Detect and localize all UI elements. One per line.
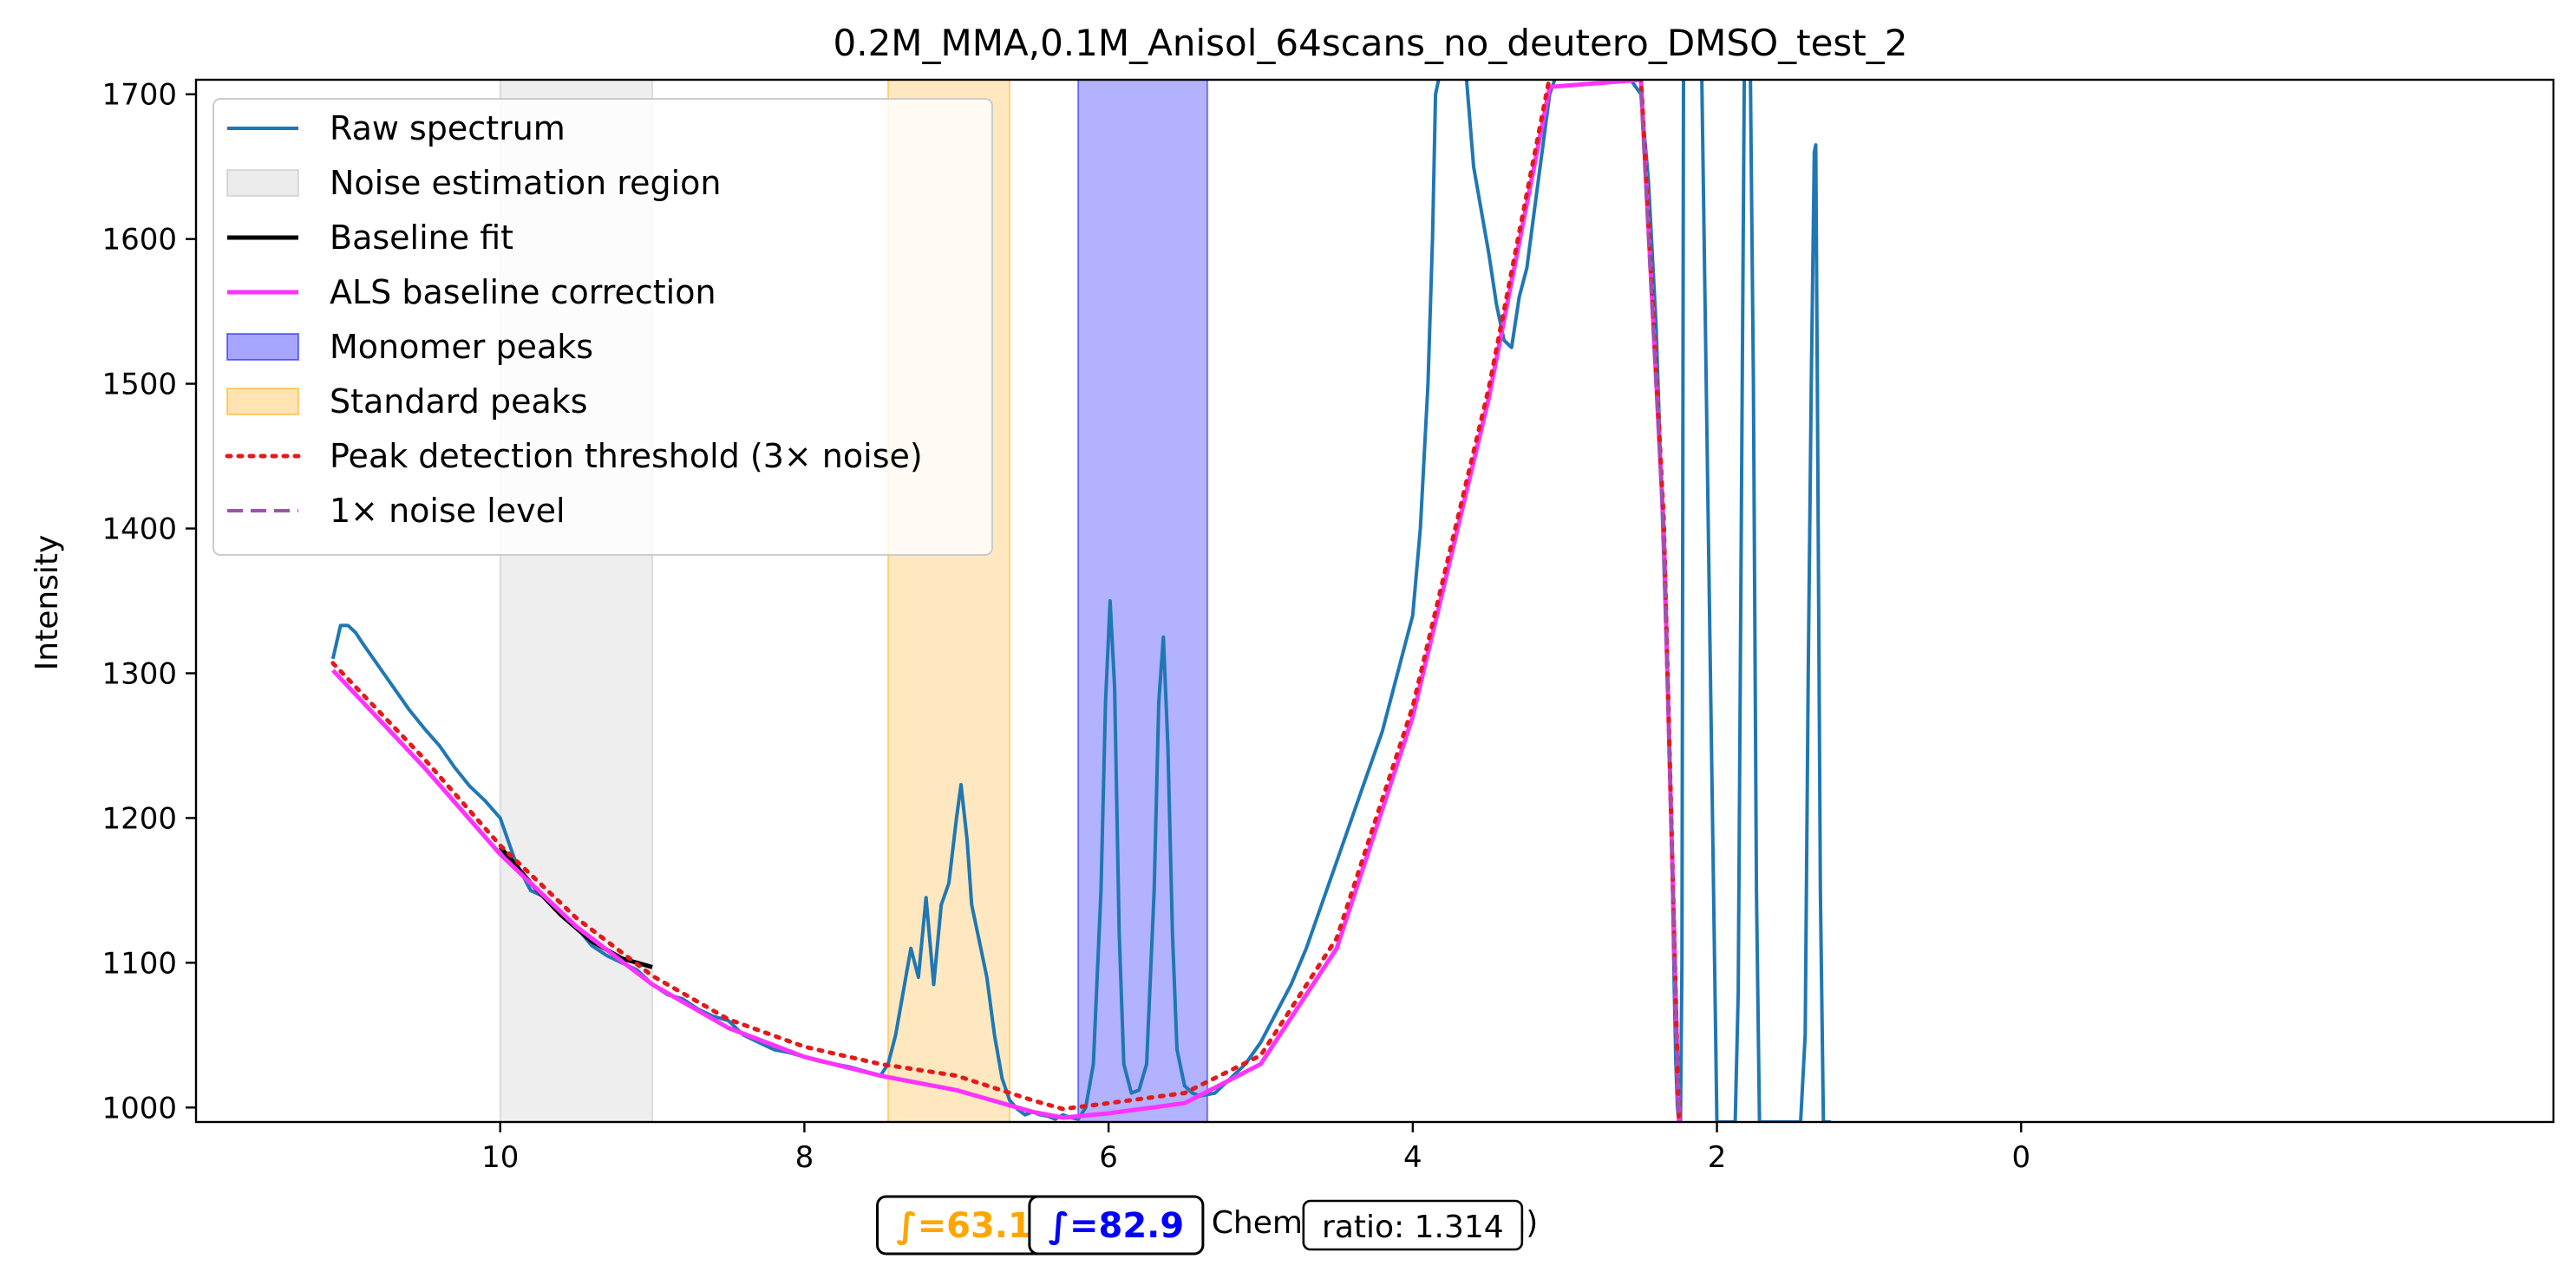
x-tick-label: 8 bbox=[795, 1140, 814, 1175]
y-tick-label: 1600 bbox=[101, 223, 177, 258]
y-axis-label: Intensity bbox=[29, 535, 65, 671]
y-tick-label: 1100 bbox=[101, 946, 177, 981]
plot-frame bbox=[194, 78, 2555, 1124]
y-tick-label: 1400 bbox=[101, 512, 177, 547]
series-layer bbox=[330, 80, 1832, 1122]
legend-entry-monomer-peaks: Monomer peaks bbox=[226, 328, 593, 366]
legend: Raw spectrum Noise estimation region Basel… bbox=[212, 98, 993, 556]
legend-entry-baseline-fit: Baseline fit bbox=[227, 219, 513, 257]
chart-title: 0.2M_MMA,0.1M_Anisol_64scans_no_deutero_… bbox=[834, 22, 1908, 64]
annotation-text: ∫=63.1 bbox=[896, 1206, 1032, 1246]
legend-entry-1-noise-level: 1× noise level bbox=[227, 492, 566, 530]
x-tick-label: 0 bbox=[2011, 1140, 2030, 1175]
legend-label: Standard peaks bbox=[330, 382, 588, 421]
legend-entry-noise-estimation-region: Noise estimation region bbox=[226, 164, 721, 202]
legend-frame bbox=[212, 98, 993, 556]
legend-label: Noise estimation region bbox=[330, 164, 721, 202]
annotation-box bbox=[1028, 1195, 1205, 1256]
annotation-text: ∫=82.9 bbox=[1049, 1206, 1185, 1246]
x-tick-label: 4 bbox=[1403, 1140, 1422, 1175]
x-tick-label: 10 bbox=[481, 1140, 519, 1175]
legend-label: Peak detection threshold (3× noise) bbox=[330, 437, 923, 475]
y-tick-label: 1500 bbox=[101, 368, 177, 402]
x-tick-label: 6 bbox=[1099, 1140, 1118, 1175]
x-tick-label: 2 bbox=[1708, 1140, 1727, 1175]
legend-swatch bbox=[226, 388, 299, 415]
legend-entry-peak-detection-threshold-3-noise: Peak detection threshold (3× noise) bbox=[225, 437, 923, 475]
x-axis-ticks: 10 8 6 4 2 0 bbox=[481, 1122, 2030, 1175]
legend-swatch bbox=[226, 169, 299, 197]
legend-entry-als-baseline-correction: ALS baseline correction bbox=[227, 273, 716, 311]
integral-annotations: ∫=63.1 ∫=82.9 ratio: 1.314 bbox=[876, 1195, 1524, 1256]
annotation-box bbox=[1302, 1199, 1524, 1251]
legend-label: Monomer peaks bbox=[330, 328, 593, 366]
annotation-text: ratio: 1.314 bbox=[1322, 1210, 1504, 1245]
legend-label: ALS baseline correction bbox=[330, 273, 716, 311]
y-axis-ticks: 1000 1100 1200 1300 1400 1500 1600 1700 bbox=[101, 78, 196, 1125]
legend-entry-raw-spectrum: Raw spectrum bbox=[227, 109, 566, 147]
series-als-baseline-correction bbox=[330, 80, 1682, 1122]
y-tick-label: 1700 bbox=[101, 78, 177, 113]
annotation-ratio: ratio: 1.314 bbox=[1302, 1199, 1524, 1251]
legend-label: 1× noise level bbox=[330, 492, 566, 530]
series-1-noise-level bbox=[1638, 91, 1681, 1122]
legend-swatch bbox=[226, 333, 299, 361]
legend-label: Raw spectrum bbox=[330, 109, 566, 147]
legend-entry-standard-peaks: Standard peaks bbox=[226, 382, 588, 421]
annotation-integral: ∫=63.1 bbox=[876, 1195, 1053, 1256]
y-tick-label: 1300 bbox=[101, 656, 177, 691]
legend-label: Baseline fit bbox=[330, 219, 513, 257]
y-tick-label: 1200 bbox=[101, 801, 177, 836]
series-peak-detection-threshold-3-noise bbox=[330, 80, 1682, 1122]
y-tick-label: 1000 bbox=[101, 1091, 177, 1125]
annotation-integral: ∫=82.9 bbox=[1028, 1195, 1205, 1256]
